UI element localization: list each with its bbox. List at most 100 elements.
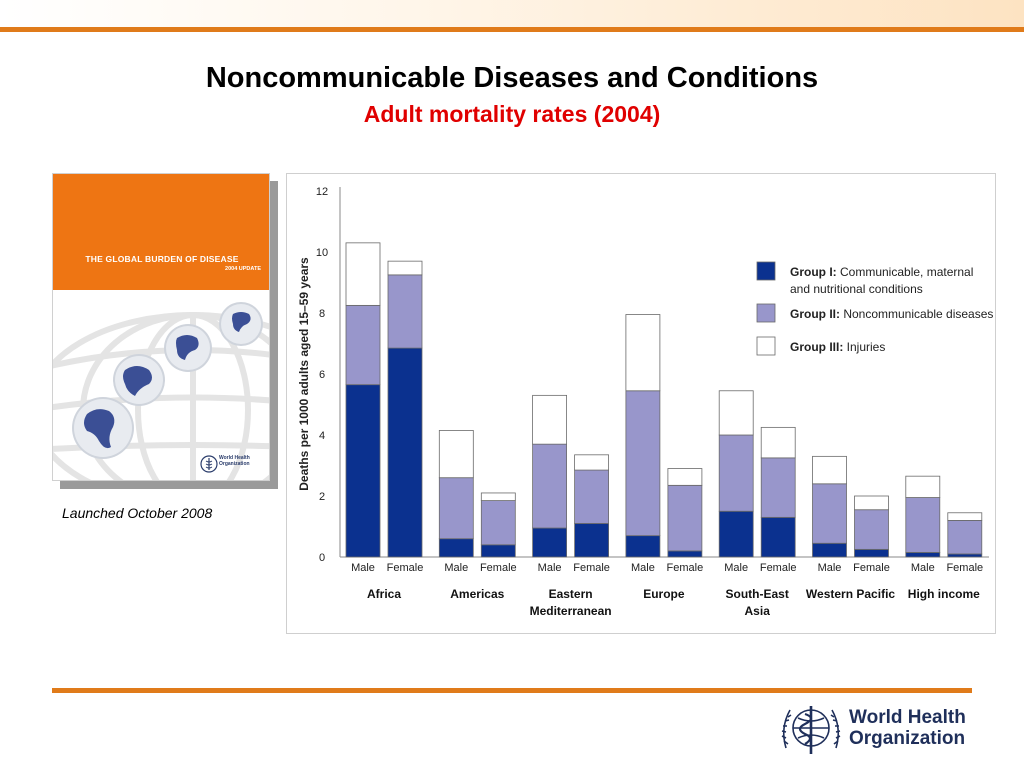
chart-frame: 0 2 4 6 8 10 12 Deaths per 1000 adults aged 15–… — [286, 173, 996, 634]
book-cover-title: THE GLOBAL BURDEN OF DISEASE — [85, 254, 239, 264]
bar-segment-group-ii — [812, 483, 847, 544]
bar-segment-group-ii — [625, 390, 661, 537]
bar-segment-group-iii — [947, 512, 983, 521]
bar-segment-group-iii — [718, 390, 754, 436]
x-tick-label: Female — [667, 562, 704, 574]
y-tick-label: 8 — [319, 308, 325, 320]
globes-illustration — [53, 302, 269, 480]
bar-segment-group-i — [760, 516, 796, 558]
legend-swatch — [756, 336, 776, 356]
bar-segment-group-ii — [947, 519, 983, 555]
book-cover-orange-band — [53, 174, 269, 290]
bar-segment-group-ii — [345, 304, 381, 386]
book-cover-image: THE GLOBAL BURDEN OF DISEASE 2004 UPDATE — [52, 173, 270, 481]
region-label: Asia — [745, 604, 771, 618]
y-tick-label: 4 — [319, 430, 325, 442]
x-tick-label: Female — [760, 562, 797, 574]
legend-swatch — [756, 303, 776, 323]
bar-segment-group-i — [480, 544, 516, 558]
legend-label: Group I: Communicable, maternal — [790, 265, 973, 279]
publisher-line-1: World Health — [219, 455, 250, 461]
y-tick-label: 12 — [316, 186, 328, 198]
x-tick-label: Male — [351, 562, 375, 574]
publisher-line-2: Organization — [219, 461, 250, 467]
bar-segment-group-i — [625, 535, 661, 558]
bar-segment-group-i — [345, 384, 381, 558]
bar-segment-group-i — [718, 510, 754, 558]
bottom-orange-rule — [52, 688, 972, 693]
x-tick-label: Female — [573, 562, 610, 574]
bar-segment-group-i — [812, 542, 847, 558]
x-tick-label: Male — [911, 562, 935, 574]
x-tick-label: Female — [480, 562, 517, 574]
bar-segment-group-ii — [905, 497, 941, 553]
globe-icon — [113, 354, 165, 406]
x-tick-label: Male — [538, 562, 562, 574]
book-cover-subtitle: 2004 UPDATE — [225, 266, 261, 272]
x-tick-label: Male — [631, 562, 655, 574]
legend-label-continued: and nutritional conditions — [790, 282, 923, 296]
who-emblem-icon — [781, 706, 841, 754]
bar-segment-group-iii — [574, 454, 610, 471]
region-label: South-East — [726, 587, 789, 601]
y-axis-label: Deaths per 1000 adults aged 15–59 years — [297, 257, 311, 491]
who-wordmark: World Health Organization — [849, 707, 966, 749]
region-label: Mediterranean — [530, 604, 612, 618]
who-wordmark-line-2: Organization — [849, 728, 966, 749]
x-tick-label: Female — [946, 562, 983, 574]
who-wordmark-line-1: World Health — [849, 707, 966, 728]
bar-segment-group-iii — [625, 314, 661, 392]
region-label: Africa — [367, 587, 401, 601]
bar-segment-group-i — [532, 527, 568, 558]
bar-segment-group-iii — [854, 495, 889, 511]
bar-segment-group-iii — [345, 242, 381, 306]
region-label: Americas — [450, 587, 504, 601]
launch-caption: Launched October 2008 — [62, 505, 213, 521]
bar-segment-group-ii — [532, 443, 568, 529]
bar-segment-group-iii — [667, 468, 703, 486]
bar-segment-group-i — [438, 538, 474, 558]
y-tick-label: 6 — [319, 369, 325, 381]
bar-segment-group-ii — [574, 469, 610, 524]
bar-segment-group-iii — [760, 426, 796, 459]
top-orange-rule — [0, 27, 1024, 32]
page-subtitle: Adult mortality rates (2004) — [363, 101, 661, 127]
legend-label: Group II: Noncommunicable diseases — [790, 307, 993, 321]
bar-segment-group-iii — [905, 475, 941, 498]
legend-label: Group III: Injuries — [790, 340, 885, 354]
who-emblem-small-icon — [200, 455, 218, 473]
bar-segment-group-iii — [438, 430, 474, 479]
region-label: Western Pacific — [806, 587, 895, 601]
region-label: Eastern — [549, 587, 593, 601]
bar-segment-group-i — [667, 550, 703, 558]
bar-segment-group-iii — [480, 492, 516, 501]
bar-segment-group-ii — [480, 500, 516, 546]
bar-segment-group-ii — [854, 509, 889, 550]
bar-segment-group-i — [905, 552, 941, 558]
globe-icon — [219, 302, 263, 346]
page-title: Noncommunicable Diseases and Conditions — [205, 62, 819, 94]
x-tick-label: Male — [818, 562, 842, 574]
region-label: Europe — [643, 587, 685, 601]
y-tick-label: 10 — [316, 247, 328, 259]
bar-segment-group-i — [854, 548, 889, 558]
bar-segment-group-ii — [387, 274, 423, 349]
x-tick-label: Male — [444, 562, 468, 574]
bar-segment-group-ii — [667, 484, 703, 552]
legend-swatch — [756, 261, 776, 281]
adult-mortality-stacked-bar-chart: 0 2 4 6 8 10 12 Deaths per 1000 adults aged 15–… — [297, 186, 993, 618]
bar-segment-group-iii — [812, 455, 847, 485]
bar-segment-group-ii — [760, 457, 796, 518]
book-cover-publisher: World Health Organization — [219, 455, 267, 467]
globe-icon — [164, 324, 212, 372]
x-tick-label: Female — [387, 562, 424, 574]
bar-segment-group-i — [574, 523, 610, 558]
y-tick-label: 2 — [319, 491, 325, 503]
region-label: High income — [908, 587, 980, 601]
top-gradient-band — [0, 0, 1024, 27]
x-tick-label: Female — [853, 562, 890, 574]
bar-segment-group-i — [387, 347, 423, 558]
bar-segment-group-iii — [532, 394, 568, 445]
bar-segment-group-ii — [438, 477, 474, 540]
y-tick-label: 0 — [319, 552, 325, 564]
